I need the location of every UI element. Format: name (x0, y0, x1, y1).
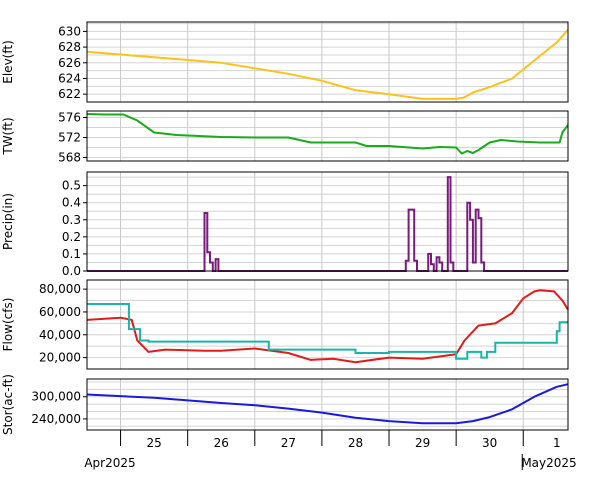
tailwater-line (86, 113, 569, 155)
flow-y-tick-label: 20,000 (39, 351, 81, 365)
elev-y-tick-label: 628 (58, 40, 81, 54)
flow-y-tick-label: 40,000 (39, 328, 81, 342)
stor-y-tick-label: 240,000 (31, 412, 81, 426)
precipitation-bars (87, 176, 568, 272)
x-day-label: 1 (553, 436, 561, 450)
x-day-label: 30 (482, 436, 497, 450)
x-day-label: 29 (415, 436, 430, 450)
precip-y-tick-label: 0.1 (62, 247, 81, 261)
flow-axis-label: Flow(cfs) (1, 298, 15, 352)
elevation-line (86, 29, 569, 100)
stor-plot-frame (86, 378, 569, 431)
precip-y-tick-label: 0.0 (62, 264, 81, 278)
outflow-line (86, 289, 569, 364)
tw-plot-frame (86, 110, 569, 162)
elev-y-tick-label: 624 (58, 71, 81, 85)
flow-y-tick-label: 80,000 (39, 282, 81, 296)
precip-axis-label: Precip(in) (1, 193, 15, 250)
flow-y-tick-label: 60,000 (39, 305, 81, 319)
x-day-label: 27 (281, 436, 296, 450)
elev-y-tick-label: 626 (58, 56, 81, 70)
elev-axis-label: Elev(ft) (1, 40, 15, 83)
tw-y-tick-label: 568 (58, 151, 81, 165)
x-day-label: 28 (348, 436, 363, 450)
tw-y-tick-label: 576 (58, 111, 81, 125)
tw-axis-label: TW(ft) (1, 117, 15, 155)
precip-y-tick-label: 0.5 (62, 179, 81, 193)
stor-y-tick-label: 300,000 (31, 390, 81, 404)
flow-plot-frame (86, 279, 569, 370)
storage-line (86, 383, 569, 425)
elev-plot-frame (86, 21, 569, 103)
precip-y-tick-label: 0.4 (62, 196, 81, 210)
precip-y-tick-label: 0.3 (62, 213, 81, 227)
inflow-line (87, 303, 568, 360)
elev-y-tick-label: 630 (58, 24, 81, 38)
elev-y-tick-label: 622 (58, 87, 81, 101)
x-month-label: Apr2025 (84, 456, 135, 470)
x-day-label: 26 (214, 436, 229, 450)
tw-y-tick-label: 572 (58, 131, 81, 145)
x-day-label: 25 (146, 436, 161, 450)
x-month-label: May2025 (521, 456, 576, 470)
precip-y-tick-label: 0.2 (62, 230, 81, 244)
stor-axis-label: Stor(ac-ft) (1, 374, 15, 435)
precip-plot-frame (86, 171, 569, 272)
